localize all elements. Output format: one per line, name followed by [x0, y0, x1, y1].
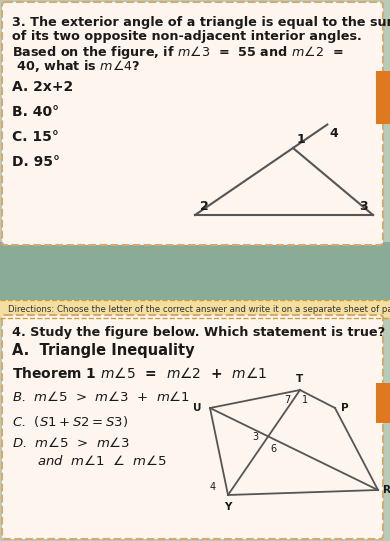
Text: 6: 6	[270, 444, 276, 454]
FancyBboxPatch shape	[2, 2, 383, 245]
Text: 3. The exterior angle of a triangle is equal to the sum: 3. The exterior angle of a triangle is e…	[12, 16, 390, 29]
Text: A. 2x+2: A. 2x+2	[12, 80, 73, 94]
Text: 40, what is $m\angle4$?: 40, what is $m\angle4$?	[12, 58, 140, 74]
Text: T: T	[296, 374, 304, 384]
Bar	[0, 242, 390, 300]
Bar	[376, 71, 390, 123]
Text: $and$  $m\angle1$  $\angle$  $m\angle5$: $and$ $m\angle1$ $\angle$ $m\angle5$	[12, 454, 167, 468]
Text: D. 95°: D. 95°	[12, 155, 60, 169]
Text: of its two opposite non-adjacent interior angles.: of its two opposite non-adjacent interio…	[12, 30, 362, 43]
Text: 3: 3	[252, 432, 258, 443]
Text: 1: 1	[297, 133, 306, 146]
Text: 4: 4	[210, 482, 216, 492]
Text: D.  $m\angle5$  >  $m\angle3$: D. $m\angle5$ > $m\angle3$	[12, 436, 130, 450]
Text: A.  Triangle Inequality: A. Triangle Inequality	[12, 343, 195, 358]
Text: 7: 7	[284, 395, 290, 405]
Text: P: P	[341, 403, 349, 413]
Text: U: U	[193, 403, 202, 413]
Bar	[376, 384, 390, 423]
Text: C.  $(S1 + S2 = S3)$: C. $(S1 + S2 = S3)$	[12, 414, 128, 429]
Text: Theorem 1 $m\angle5$  =  $m\angle2$  +  $m\angle1$: Theorem 1 $m\angle5$ = $m\angle2$ + $m\a…	[12, 366, 268, 381]
Text: Directions: Choose the letter of the correct answer and write it on a separate s: Directions: Choose the letter of the cor…	[8, 305, 390, 313]
FancyBboxPatch shape	[2, 315, 383, 539]
Text: Based on the figure, if $m\angle3$  =  55 and $m\angle2$  =: Based on the figure, if $m\angle3$ = 55 …	[12, 44, 344, 61]
Text: B. 40°: B. 40°	[12, 105, 59, 119]
Text: Y: Y	[224, 502, 232, 512]
Text: C. 15°: C. 15°	[12, 130, 59, 144]
Text: 4: 4	[329, 127, 338, 140]
Text: 2: 2	[200, 200, 209, 213]
Text: B.  $m\angle5$  >  $m\angle3$  +  $m\angle1$: B. $m\angle5$ > $m\angle3$ + $m\angle1$	[12, 390, 190, 404]
Text: R: R	[383, 485, 390, 495]
Text: 3: 3	[359, 200, 368, 213]
Text: 1: 1	[302, 395, 308, 405]
Bar	[0, 300, 390, 318]
Text: 4. Study the figure below. Which statement is true?: 4. Study the figure below. Which stateme…	[12, 326, 385, 339]
